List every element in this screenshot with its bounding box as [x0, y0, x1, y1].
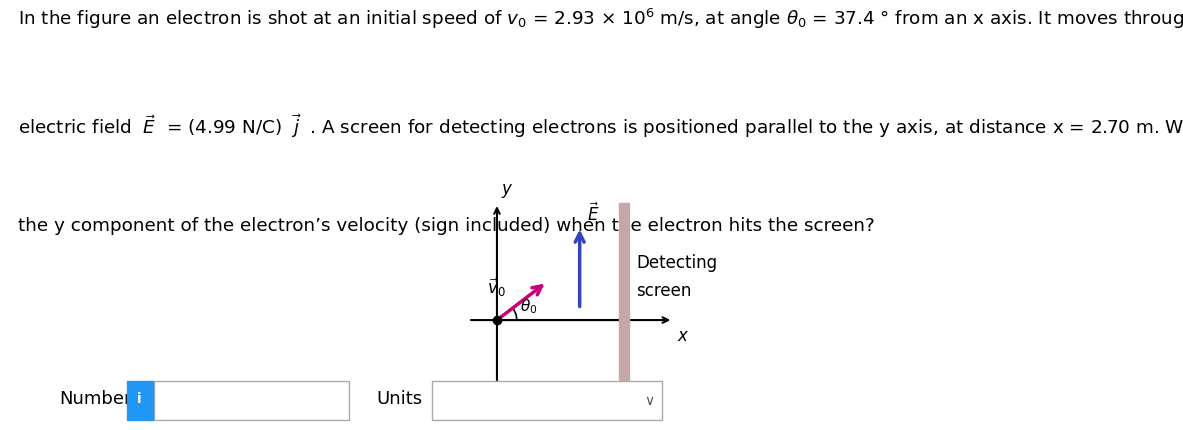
Text: i: i	[137, 392, 142, 406]
Text: $\vec{v}_0$: $\vec{v}_0$	[486, 276, 505, 298]
FancyBboxPatch shape	[432, 381, 662, 420]
Bar	[619, 203, 629, 392]
Text: electric field  $\vec{E}$  = (4.99 N/C)  $\vec{j}$  . A screen for detecting ele: electric field $\vec{E}$ = (4.99 N/C) $\…	[18, 112, 1183, 140]
Text: $y$: $y$	[500, 181, 513, 200]
Text: Units: Units	[376, 390, 422, 408]
Text: $\vec{E}$: $\vec{E}$	[587, 202, 600, 225]
Text: screen: screen	[636, 283, 692, 300]
FancyBboxPatch shape	[127, 381, 153, 420]
Text: ∨: ∨	[645, 394, 654, 408]
Text: Detecting: Detecting	[636, 254, 717, 271]
Text: In the figure an electron is shot at an initial speed of $v_0$ = 2.93 × 10$^6$ m: In the figure an electron is shot at an …	[18, 6, 1183, 31]
Text: $\theta_0$: $\theta_0$	[521, 297, 538, 316]
Text: $x$: $x$	[677, 327, 690, 345]
Text: the y component of the electron’s velocity (sign included) when the electron hit: the y component of the electron’s veloci…	[18, 217, 874, 235]
Text: Number: Number	[59, 390, 131, 408]
FancyBboxPatch shape	[154, 381, 349, 420]
